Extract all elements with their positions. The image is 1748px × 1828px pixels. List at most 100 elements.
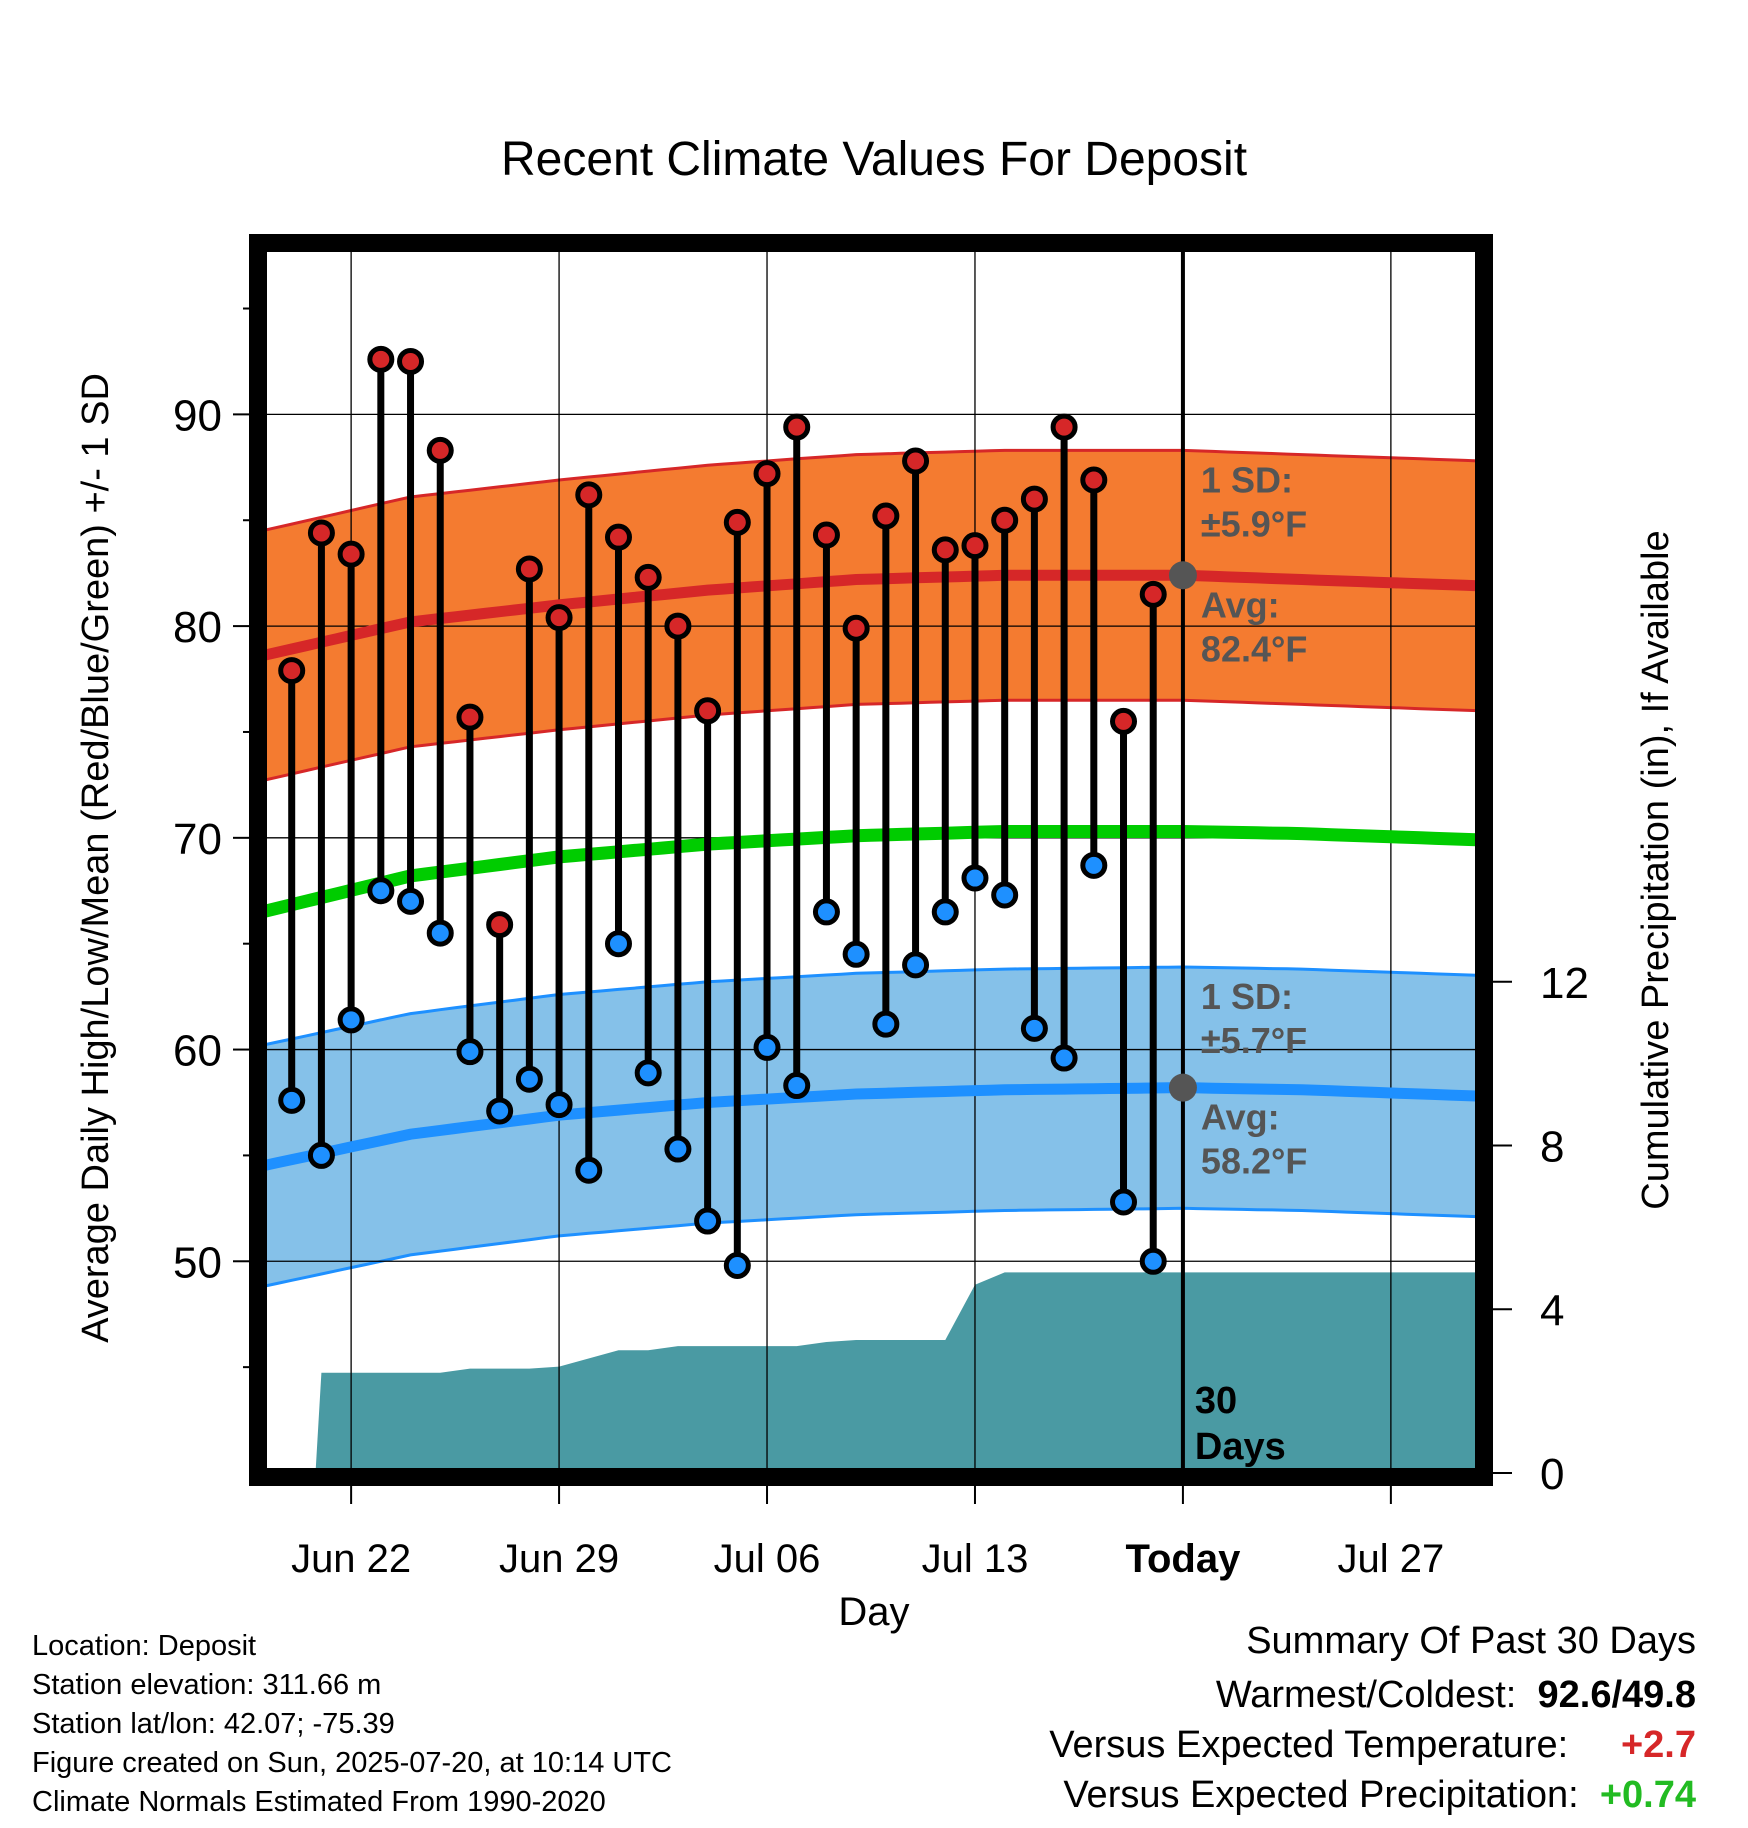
chart-title: Recent Climate Values For Deposit bbox=[501, 133, 1247, 186]
window-label-number: 30 bbox=[1195, 1380, 1237, 1422]
daily-high-marker bbox=[753, 460, 781, 488]
daily-low-marker bbox=[575, 1156, 603, 1184]
x-tick-label: Jul 27 bbox=[1338, 1537, 1445, 1581]
low-avg-value: 58.2°F bbox=[1201, 1141, 1307, 1182]
y-axis-label-left: Average Daily High/Low/Mean (Red/Blue/Gr… bbox=[75, 373, 117, 1343]
x-tick-label: Jun 29 bbox=[499, 1537, 619, 1581]
precip-label: Versus Expected Precipitation: bbox=[1063, 1774, 1579, 1816]
daily-low-marker bbox=[367, 877, 395, 905]
y-tick-label: 70 bbox=[173, 815, 222, 864]
low-sd-value: ±5.7°F bbox=[1201, 1020, 1307, 1061]
daily-low-marker bbox=[1110, 1188, 1138, 1216]
daily-high-marker bbox=[426, 436, 454, 464]
daily-low-marker bbox=[307, 1141, 335, 1169]
daily-low-marker bbox=[842, 940, 870, 968]
daily-high-marker bbox=[515, 555, 543, 583]
high-sd-value: ±5.9°F bbox=[1201, 503, 1307, 544]
daily-low-marker bbox=[545, 1091, 573, 1119]
y2-tick-label: 0 bbox=[1540, 1450, 1564, 1499]
summary-temp: Versus Expected Temperature: +2.7 bbox=[1049, 1724, 1696, 1767]
daily-high-marker bbox=[783, 413, 811, 441]
daily-high-marker bbox=[694, 697, 722, 725]
daily-high-marker bbox=[1020, 485, 1048, 513]
daily-high-marker bbox=[545, 604, 573, 632]
y2-tick-label: 4 bbox=[1540, 1286, 1564, 1335]
x-tick-label: Jun 22 bbox=[291, 1537, 411, 1581]
daily-low-marker bbox=[515, 1065, 543, 1093]
daily-high-marker bbox=[456, 703, 484, 731]
daily-low-marker bbox=[278, 1086, 306, 1114]
today-high-avg-marker bbox=[1168, 561, 1197, 590]
daily-low-marker bbox=[397, 887, 425, 915]
y-axis-label-right: Cumulative Precipitation (in), If Availa… bbox=[1635, 530, 1677, 1209]
low-sd-upper-edge bbox=[262, 965, 1480, 1047]
daily-high-marker bbox=[961, 532, 989, 560]
daily-high-marker bbox=[278, 657, 306, 685]
daily-high-marker bbox=[1139, 580, 1167, 608]
daily-low-marker bbox=[664, 1135, 692, 1163]
info-elevation: Station elevation: 311.66 m bbox=[32, 1669, 382, 1701]
daily-low-marker bbox=[694, 1207, 722, 1235]
daily-low-marker bbox=[1050, 1044, 1078, 1072]
daily-high-marker bbox=[931, 536, 959, 564]
x-tick-label: Jul 13 bbox=[922, 1537, 1029, 1581]
precip-area bbox=[262, 1272, 1480, 1473]
info-normals: Climate Normals Estimated From 1990-2020 bbox=[32, 1786, 606, 1818]
y-tick-label: 60 bbox=[173, 1027, 222, 1076]
daily-low-marker bbox=[783, 1072, 811, 1100]
daily-high-marker bbox=[812, 521, 840, 549]
low-sd-lower-edge bbox=[262, 1206, 1480, 1289]
summary-warm-cold: Warmest/Coldest: 92.6/49.8 bbox=[1215, 1674, 1696, 1716]
temp-label: Versus Expected Temperature: bbox=[1049, 1724, 1569, 1766]
coldest-value: 49.8 bbox=[1622, 1674, 1696, 1716]
precip-value: +0.74 bbox=[1599, 1774, 1696, 1816]
daily-low-marker bbox=[723, 1252, 751, 1280]
mean-avg-line bbox=[262, 825, 1480, 919]
daily-high-marker bbox=[872, 502, 900, 530]
y-tick-label: 90 bbox=[173, 391, 222, 440]
x-tick-label: Today bbox=[1126, 1537, 1242, 1581]
daily-high-marker bbox=[1050, 413, 1078, 441]
plot-frame bbox=[249, 234, 1493, 1486]
daily-high-marker bbox=[664, 612, 692, 640]
daily-low-marker bbox=[872, 1010, 900, 1038]
daily-high-marker bbox=[1110, 707, 1138, 735]
daily-low-marker bbox=[1139, 1247, 1167, 1275]
y2-tick-label: 8 bbox=[1540, 1123, 1564, 1172]
high-avg-label: Avg: bbox=[1201, 584, 1280, 625]
daily-high-marker bbox=[337, 540, 365, 568]
daily-low-marker bbox=[337, 1006, 365, 1034]
high-sd-label: 1 SD: bbox=[1201, 459, 1293, 500]
warmest-value: 92.6 bbox=[1537, 1674, 1612, 1716]
summary-title: Summary Of Past 30 Days bbox=[1246, 1620, 1696, 1662]
window-label-days: Days bbox=[1195, 1426, 1286, 1468]
daily-low-marker bbox=[486, 1097, 514, 1125]
daily-low-marker bbox=[902, 951, 930, 979]
daily-low-marker bbox=[961, 864, 989, 892]
low-sd-label: 1 SD: bbox=[1201, 976, 1293, 1017]
daily-high-marker bbox=[367, 345, 395, 373]
daily-high-marker bbox=[604, 523, 632, 551]
x-axis-label: Day bbox=[838, 1590, 909, 1634]
daily-low-marker bbox=[634, 1059, 662, 1087]
high-sd-upper-edge bbox=[262, 448, 1480, 533]
daily-low-marker bbox=[426, 919, 454, 947]
high-avg-line bbox=[262, 569, 1480, 662]
low-avg-line bbox=[262, 1082, 1480, 1172]
daily-high-marker bbox=[397, 347, 425, 375]
daily-high-marker bbox=[1080, 466, 1108, 494]
info-created: Figure created on Sun, 2025-07-20, at 10… bbox=[32, 1747, 672, 1779]
y2-tick-label: 12 bbox=[1540, 959, 1589, 1008]
daily-high-marker bbox=[486, 911, 514, 939]
high-sd-band bbox=[262, 450, 1480, 781]
temp-value: +2.7 bbox=[1620, 1724, 1696, 1766]
daily-high-marker bbox=[634, 563, 662, 591]
summary-precip: Versus Expected Precipitation: +0.74 bbox=[1063, 1774, 1696, 1817]
daily-high-marker bbox=[307, 519, 335, 547]
info-location: Location: Deposit bbox=[32, 1630, 257, 1662]
daily-low-marker bbox=[604, 930, 632, 958]
daily-low-marker bbox=[1080, 851, 1108, 879]
warm-cold-label: Warmest/Coldest: bbox=[1215, 1674, 1517, 1716]
daily-high-marker bbox=[723, 508, 751, 536]
